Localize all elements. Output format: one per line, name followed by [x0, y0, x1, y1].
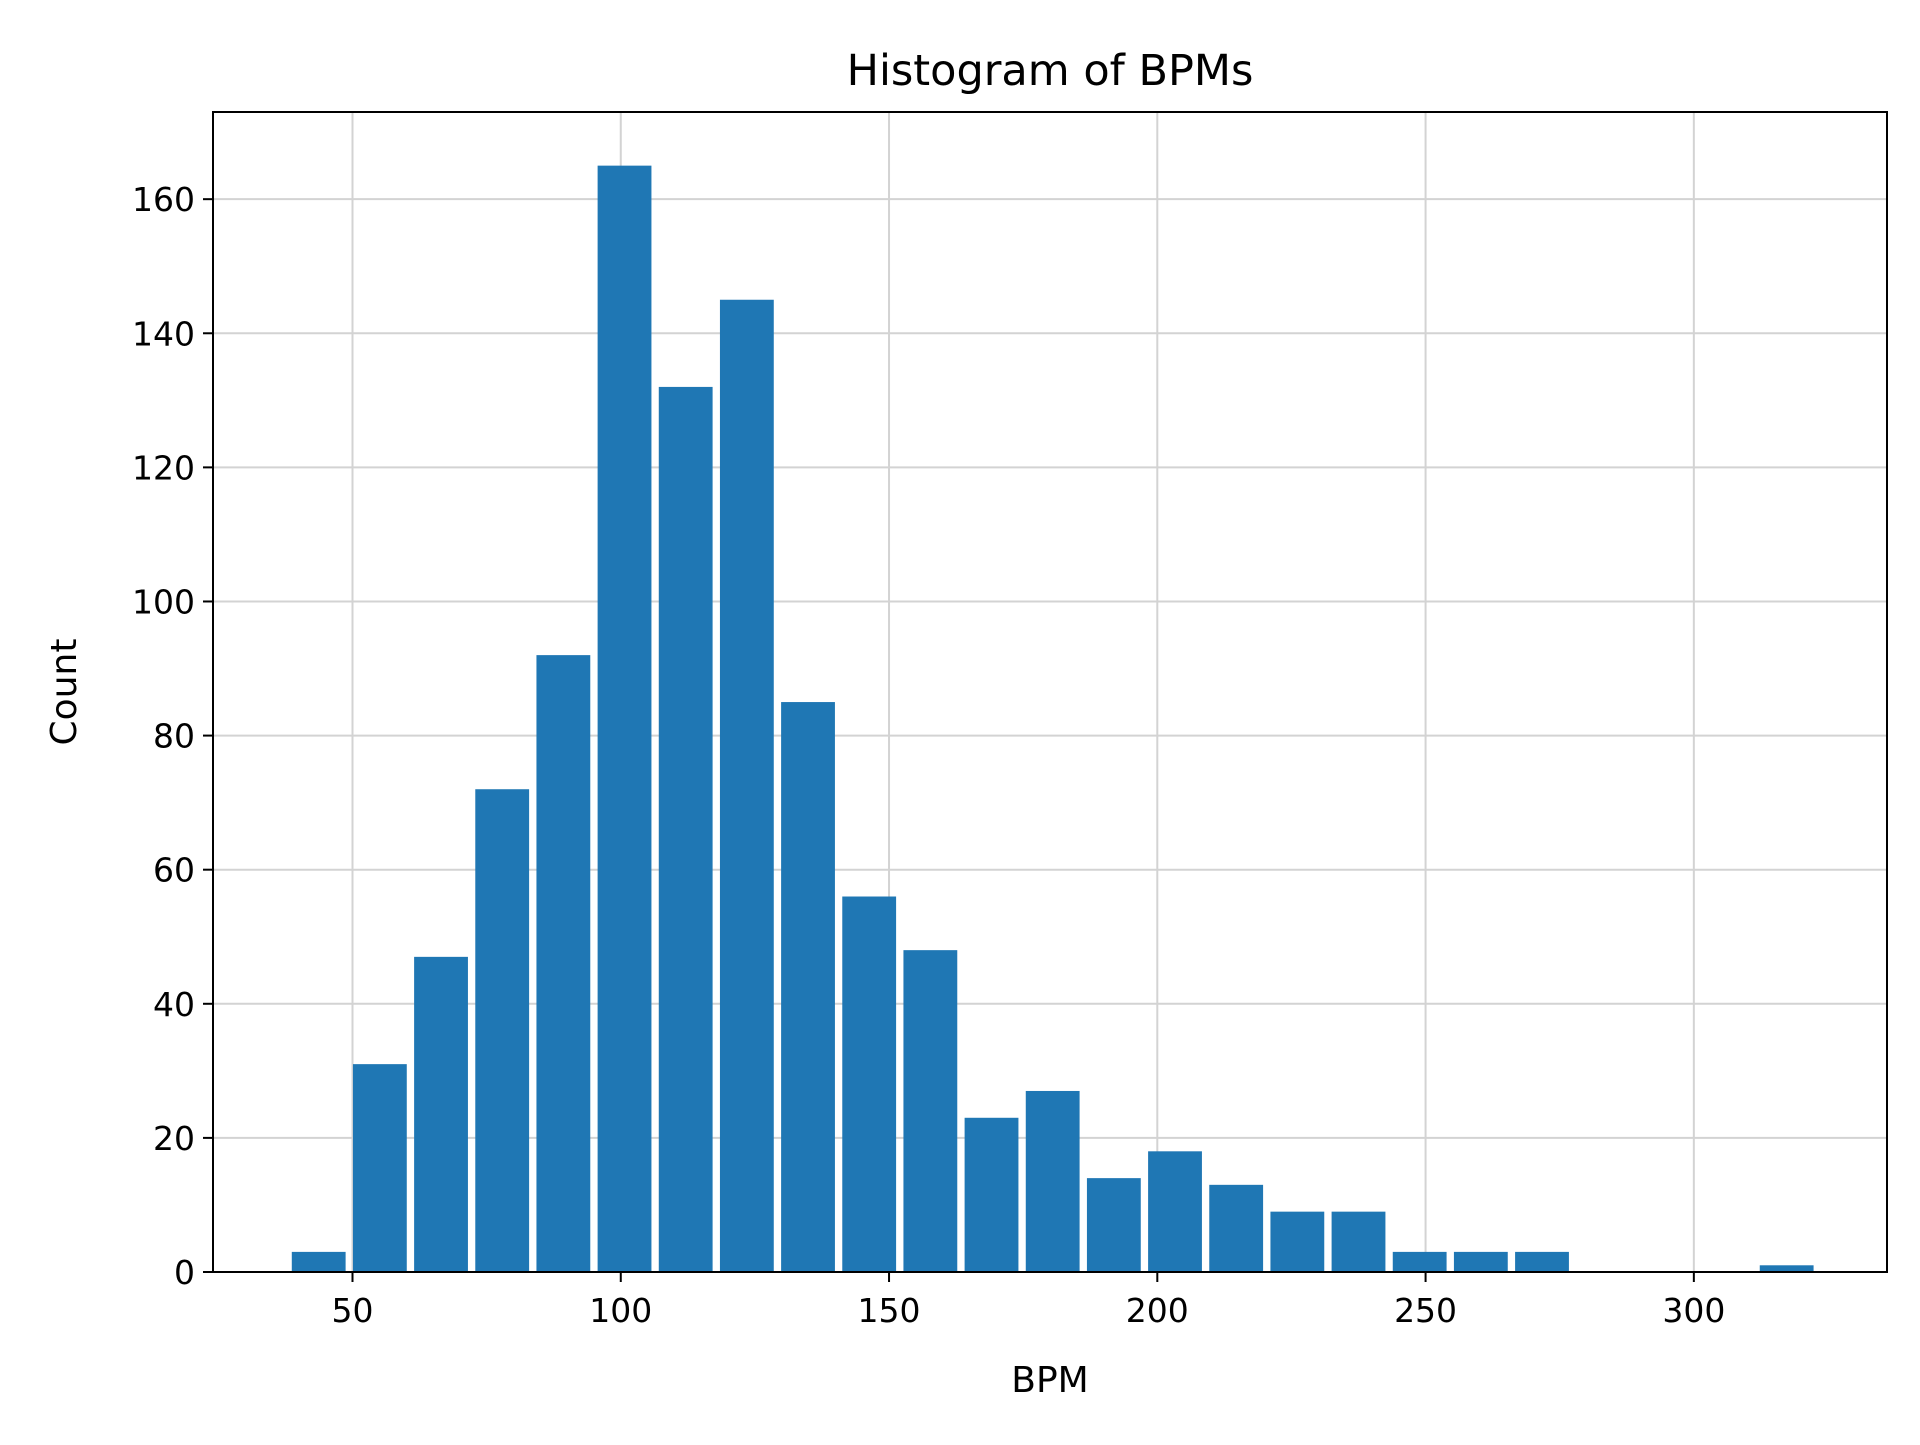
y-tick-label: 160 [132, 180, 195, 219]
y-tick-label: 20 [153, 1119, 195, 1158]
y-axis-label: Count [44, 639, 85, 746]
histogram-bar [1759, 1265, 1814, 1272]
histogram-bar [1515, 1251, 1569, 1272]
y-tick-label: 120 [132, 448, 195, 487]
histogram-bar [1086, 1178, 1141, 1272]
axis-ticks: 50 100 150 200 250 300 0 20 40 60 80 100 120 140 160 [132, 180, 1725, 1330]
x-tick-label: 50 [332, 1291, 374, 1330]
y-tick-label: 0 [174, 1253, 195, 1292]
chart-title: Histogram of BPMs [847, 46, 1254, 96]
histogram-bar [903, 950, 958, 1272]
histogram-bar [536, 655, 591, 1272]
x-tick-label: 300 [1662, 1291, 1725, 1330]
y-tick-label: 140 [132, 314, 195, 353]
histogram-bar [658, 386, 713, 1272]
histogram-bar [1025, 1090, 1080, 1272]
grid-lines [213, 112, 1887, 1273]
histogram-bar [597, 165, 652, 1273]
histogram-bar [414, 956, 468, 1272]
plot-frame [212, 111, 1888, 1273]
histogram-bar [291, 1251, 346, 1272]
histogram-bar [1270, 1211, 1325, 1272]
histogram-bar [475, 789, 530, 1272]
y-tick-label: 100 [132, 582, 195, 621]
x-axis-label: BPM [1011, 1360, 1088, 1401]
histogram-bar [1209, 1184, 1264, 1272]
histogram-bar [781, 702, 835, 1272]
y-tick-label: 60 [153, 851, 195, 890]
histogram-bar [719, 299, 774, 1272]
y-tick-label: 80 [153, 717, 195, 756]
histogram-bar [842, 896, 897, 1272]
bars [291, 165, 1814, 1273]
histogram-bar [1453, 1251, 1508, 1272]
histogram-bar [1148, 1151, 1202, 1272]
histogram-bar [964, 1117, 1019, 1272]
histogram-bar [352, 1064, 407, 1272]
x-tick-label: 100 [589, 1291, 652, 1330]
x-tick-label: 250 [1394, 1291, 1457, 1330]
y-tick-label: 40 [153, 985, 195, 1024]
x-tick-label: 200 [1126, 1291, 1189, 1330]
x-tick-label: 150 [858, 1291, 921, 1330]
histogram-bar [1331, 1211, 1386, 1272]
histogram-bar [1392, 1251, 1447, 1272]
